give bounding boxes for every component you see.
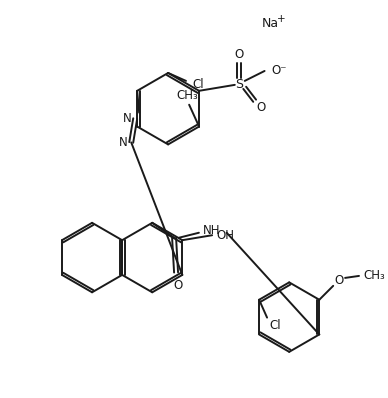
Text: N: N	[123, 112, 132, 125]
Text: O: O	[334, 274, 344, 287]
Text: O: O	[234, 48, 243, 60]
Text: CH₃: CH₃	[363, 269, 385, 283]
Text: N: N	[119, 136, 128, 149]
Text: O: O	[173, 279, 183, 292]
Text: O⁻: O⁻	[272, 64, 287, 78]
Text: NH: NH	[203, 224, 220, 237]
Text: S: S	[235, 78, 243, 92]
Text: OH: OH	[216, 229, 234, 242]
Text: Cl: Cl	[192, 78, 204, 92]
Text: CH₃: CH₃	[176, 89, 198, 102]
Text: O: O	[256, 101, 265, 114]
Text: +: +	[277, 14, 286, 24]
Text: Cl: Cl	[269, 319, 281, 332]
Text: Na: Na	[262, 17, 279, 30]
